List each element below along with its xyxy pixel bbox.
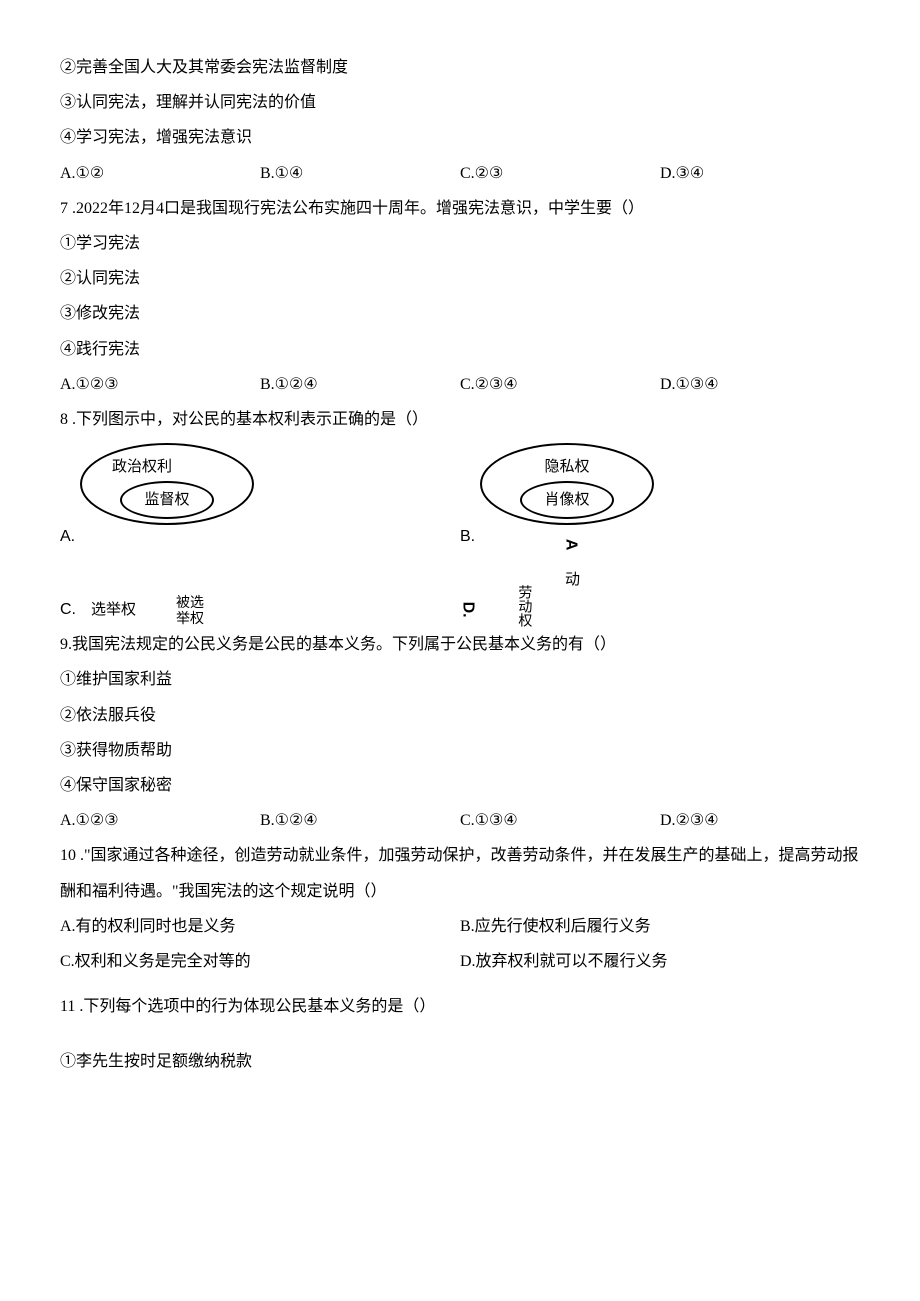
q6-options: A.①② B.①④ C.②③ D.③④ xyxy=(60,156,860,191)
q7-statement-3: ③修改宪法 xyxy=(60,296,860,331)
q8-diagram-d: D. 劳动权 A 动 xyxy=(460,585,860,627)
q11-stem: 11 .下列每个选项中的行为体现公民基本义务的是（） xyxy=(60,989,860,1024)
q8-diagram-b: 隐私权 肖像权 B. xyxy=(460,443,860,560)
q6-statement-4: ④学习宪法，增强宪法意识 xyxy=(60,120,860,155)
q8-c-label: C. xyxy=(60,592,76,627)
q9-statement-1: ①维护国家利益 xyxy=(60,662,860,697)
q9-statement-2: ②依法服兵役 xyxy=(60,698,860,733)
q8-a-label: A. xyxy=(60,528,75,545)
q8-b-outer-text: 隐私权 xyxy=(544,451,589,484)
q8-diagrams-ab: 政治权利 监督权 A. 隐私权 肖像权 B. xyxy=(60,443,860,560)
q9-opt-c: C.①③④ xyxy=(460,803,660,838)
q8-a-inner-text: 监督权 xyxy=(144,484,189,517)
q7-opt-c: C.②③④ xyxy=(460,367,660,402)
q11-statement-1: ①李先生按时足额缴纳税款 xyxy=(60,1044,860,1079)
q7-options: A.①②③ B.①②④ C.②③④ D.①③④ xyxy=(60,367,860,402)
q9-stem: 9.我国宪法规定的公民义务是公民的基本义务。下列属于公民基本义务的有（） xyxy=(60,627,860,662)
q6-opt-b: B.①④ xyxy=(260,156,460,191)
q7-opt-b: B.①②④ xyxy=(260,367,460,402)
q8-diagram-c: C. 选举权 被选举权 xyxy=(60,592,460,627)
q10-opt-d: D.放弃权利就可以不履行义务 xyxy=(460,944,860,979)
q10-stem: 10 ."国家通过各种途径，创造劳动就业条件，加强劳动保护，改善劳动条件，并在发… xyxy=(60,838,860,908)
q8-d-top-group: A 动 xyxy=(565,527,580,597)
q8-diagrams-cd: C. 选举权 被选举权 D. 劳动权 A 动 xyxy=(60,585,860,627)
q6-opt-d: D.③④ xyxy=(660,156,860,191)
q10-opt-b: B.应先行使权利后履行义务 xyxy=(460,909,860,944)
q7-statement-2: ②认同宪法 xyxy=(60,261,860,296)
q9-opt-d: D.②③④ xyxy=(660,803,860,838)
q7-stem: 7 .2022年12月4口是我国现行宪法公布实施四十周年。增强宪法意识，中学生要… xyxy=(60,191,860,226)
q8-stem: 8 .下列图示中，对公民的基本权利表示正确的是（） xyxy=(60,402,860,437)
q8-d-right: 动 xyxy=(565,572,580,588)
q9-options: A.①②③ B.①②④ C.①③④ D.②③④ xyxy=(60,803,860,838)
q6-opt-c: C.②③ xyxy=(460,156,660,191)
q8-d-a: A xyxy=(553,539,588,551)
q8-c-right: 被选举权 xyxy=(176,596,204,627)
q10-opt-a: A.有的权利同时也是义务 xyxy=(60,909,460,944)
q8-c-left: 选举权 xyxy=(91,594,136,627)
q10-opt-c: C.权利和义务是完全对等的 xyxy=(60,944,460,979)
q9-opt-b: B.①②④ xyxy=(260,803,460,838)
q6-statement-2: ②完善全国人大及其常委会宪法监督制度 xyxy=(60,50,860,85)
q8-b-inner-text: 肖像权 xyxy=(544,484,589,517)
q9-statement-4: ④保守国家秘密 xyxy=(60,768,860,803)
q6-opt-a: A.①② xyxy=(60,156,260,191)
q8-diagram-a: 政治权利 监督权 A. xyxy=(60,443,460,560)
q7-statement-1: ①学习宪法 xyxy=(60,226,860,261)
q8-d-label: D. xyxy=(450,602,485,618)
q9-statement-3: ③获得物质帮助 xyxy=(60,733,860,768)
q7-opt-d: D.①③④ xyxy=(660,367,860,402)
q8-b-label: B. xyxy=(460,528,475,545)
q8-a-outer-text: 政治权利 xyxy=(112,451,172,484)
q9-opt-a: A.①②③ xyxy=(60,803,260,838)
q6-statement-3: ③认同宪法，理解并认同宪法的价值 xyxy=(60,85,860,120)
q7-opt-a: A.①②③ xyxy=(60,367,260,402)
q8-d-left: 劳动权 xyxy=(516,585,531,627)
q10-options: A.有的权利同时也是义务 B.应先行使权利后履行义务 C.权利和义务是完全对等的… xyxy=(60,909,860,979)
q7-statement-4: ④践行宪法 xyxy=(60,332,860,367)
